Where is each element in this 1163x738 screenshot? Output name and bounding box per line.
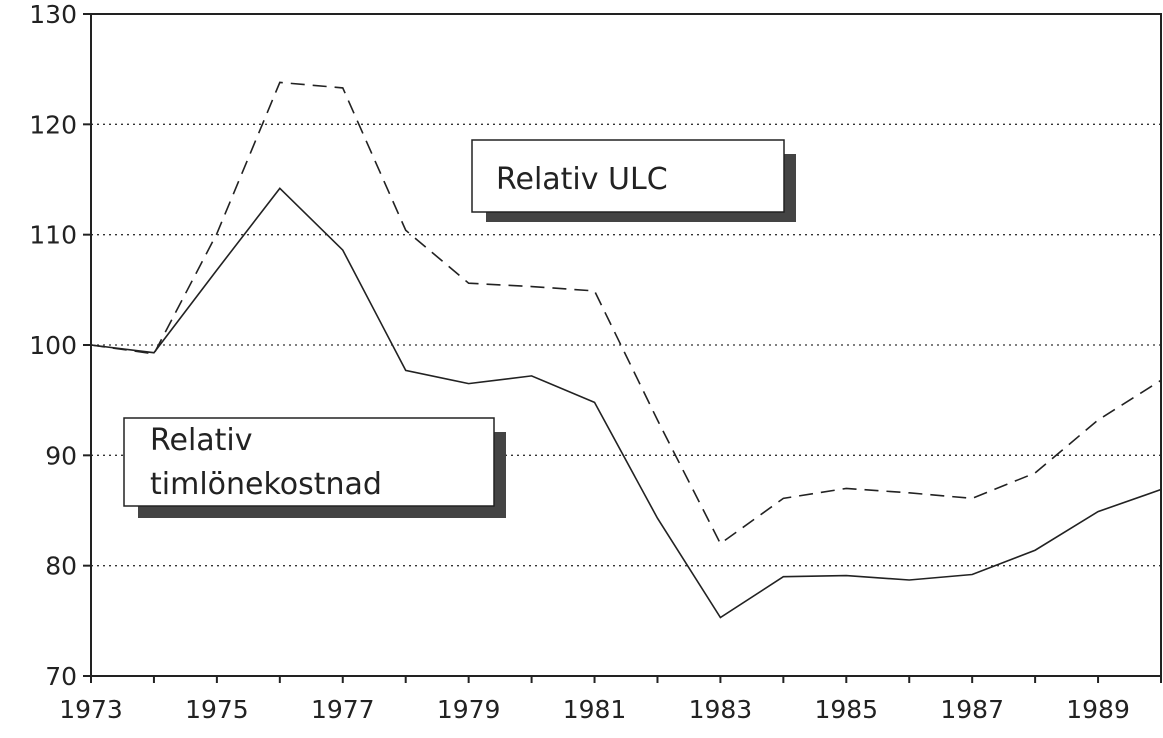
label-relativ-line1: Relativ — [150, 423, 253, 458]
x-tick-label-1979: 1979 — [437, 695, 501, 724]
legend-box-ulc: Relativ ULC — [472, 140, 796, 222]
x-tick-label-1981: 1981 — [563, 695, 627, 724]
x-tick-label-1989: 1989 — [1066, 695, 1130, 724]
y-tick-label-70: 70 — [45, 662, 77, 691]
label-timlonekostnad-line2: timlönekostnad — [150, 467, 382, 502]
y-tick-label-130: 130 — [29, 0, 77, 29]
y-axis: 70 80 90 100 110 120 130 — [29, 0, 91, 691]
y-tick-label-80: 80 — [45, 552, 77, 581]
legend-box-timlonekostnad: Relativ timlönekostnad — [124, 418, 506, 518]
x-tick-label-1975: 1975 — [185, 695, 249, 724]
x-tick-label-1983: 1983 — [689, 695, 753, 724]
series-line-relativ-timlonekostnad — [91, 188, 1161, 617]
x-tick-label-1985: 1985 — [814, 695, 878, 724]
y-tick-label-100: 100 — [29, 331, 77, 360]
x-tick-label-1973: 1973 — [59, 695, 123, 724]
x-tick-label-1977: 1977 — [311, 695, 375, 724]
x-tick-label-1987: 1987 — [940, 695, 1004, 724]
y-tick-label-90: 90 — [45, 441, 77, 470]
x-axis: 1973 1975 1977 1979 1981 1983 1985 1987 1989 — [59, 676, 1161, 724]
y-tick-label-120: 120 — [29, 110, 77, 139]
y-tick-label-110: 110 — [29, 221, 77, 250]
label-relativ-ulc: Relativ ULC — [496, 162, 668, 197]
